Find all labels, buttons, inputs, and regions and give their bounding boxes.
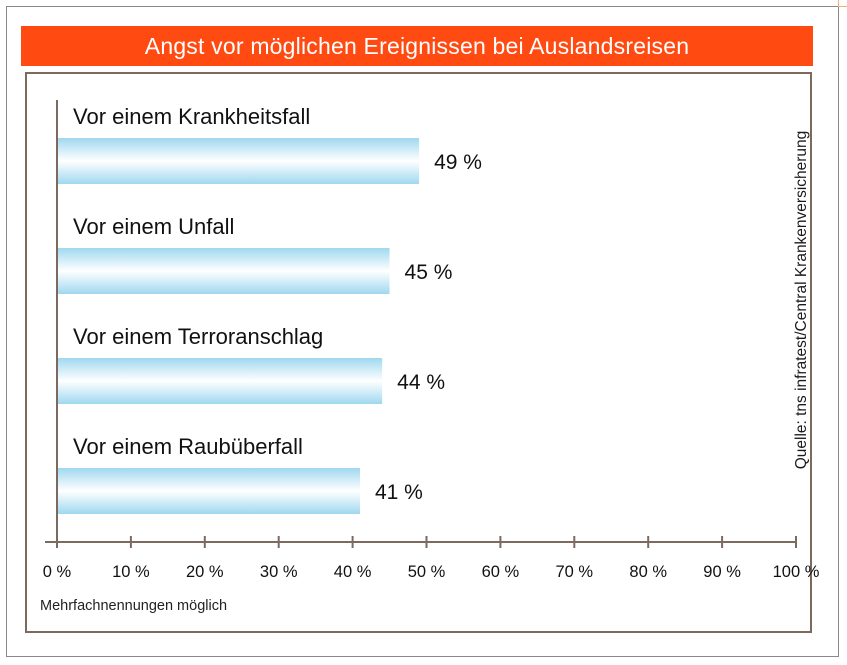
corner-mark xyxy=(838,0,847,7)
x-tick-label: 0 % xyxy=(43,563,72,581)
x-tick-label: 30 % xyxy=(260,563,298,581)
plot-area-border xyxy=(25,72,812,633)
value-label: 41 % xyxy=(375,481,423,504)
value-label: 45 % xyxy=(405,261,453,284)
value-label: 49 % xyxy=(434,151,482,174)
x-tick-label: 20 % xyxy=(186,563,224,581)
bar xyxy=(57,248,390,294)
bar xyxy=(57,358,383,404)
x-tick-label: 70 % xyxy=(555,563,593,581)
chart-title: Angst vor möglichen Ereignissen bei Ausl… xyxy=(21,26,813,66)
x-tick-label: 60 % xyxy=(482,563,520,581)
category-label: Vor einem Raubüberfall xyxy=(73,434,303,459)
x-tick-label: 90 % xyxy=(703,563,741,581)
x-tick-label: 80 % xyxy=(629,563,667,581)
category-label: Vor einem Krankheitsfall xyxy=(73,104,310,129)
x-tick-label: 50 % xyxy=(408,563,446,581)
category-label: Vor einem Terroranschlag xyxy=(73,324,323,349)
x-tick-label: 100 % xyxy=(773,563,820,581)
footnote: Mehrfachnennungen möglich xyxy=(40,598,228,614)
x-tick-label: 10 % xyxy=(112,563,150,581)
category-label: Vor einem Unfall xyxy=(73,214,234,239)
bar xyxy=(57,468,360,514)
source-note: Quelle: tns infratest/Central Krankenver… xyxy=(793,130,810,470)
bar xyxy=(57,138,420,184)
chart-frame xyxy=(6,6,839,657)
x-tick-label: 40 % xyxy=(334,563,372,581)
value-label: 44 % xyxy=(397,371,445,394)
